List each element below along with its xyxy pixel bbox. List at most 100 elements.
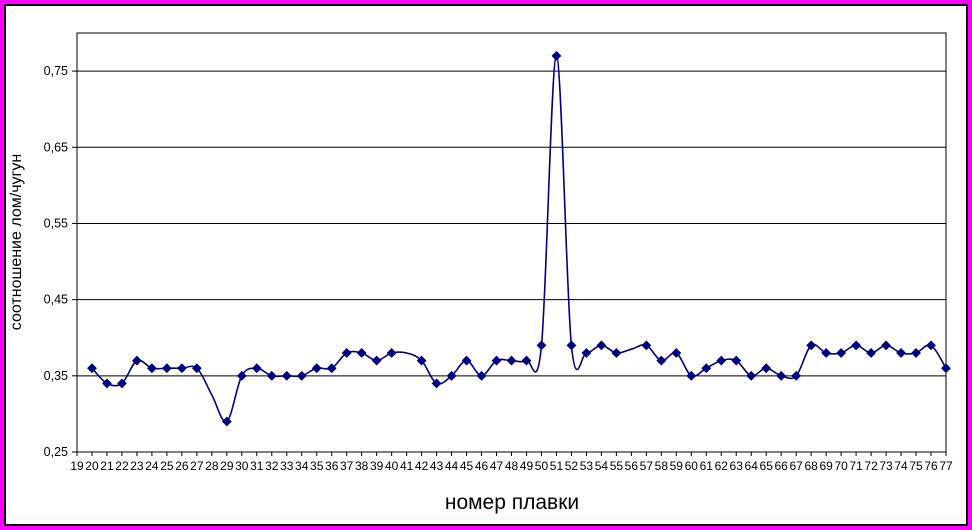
data-point-marker [731,355,742,366]
x-tick-label: 67 [789,459,803,473]
data-point-marker [806,340,817,351]
data-point-marker [102,378,112,389]
data-point-marker [132,355,142,366]
data-point-marker [686,370,697,381]
y-tick-label: 0,35 [44,369,68,383]
data-point-marker [761,363,772,374]
data-point-marker [431,378,442,389]
data-point-marker [296,370,307,381]
data-point-marker [176,363,187,374]
x-tick-label: 19 [70,459,84,473]
x-tick-label: 57 [640,459,654,473]
x-tick-label: 44 [445,459,459,473]
x-tick-label: 60 [685,459,699,473]
data-point-marker [416,355,427,366]
data-point-marker [896,348,906,358]
data-point-marker [596,340,607,351]
y-tick-label: 0,55 [44,216,68,230]
x-tick-label: 41 [400,459,414,473]
data-point-marker [221,416,232,427]
data-point-marker [836,348,847,358]
x-tick-label: 76 [924,459,938,473]
data-point-marker [147,363,157,374]
data-point-marker [881,340,891,351]
x-tick-label: 61 [700,459,714,473]
x-tick-label: 28 [205,459,219,473]
data-point-marker [926,340,936,351]
x-tick-label: 74 [894,459,908,473]
data-point-marker [236,370,247,381]
x-tick-label: 21 [100,459,114,473]
x-tick-label: 54 [595,459,609,473]
data-point-marker [641,340,652,351]
data-point-marker [791,370,802,381]
x-tick-label: 70 [834,459,848,473]
x-tick-label: 59 [670,459,684,473]
data-point-marker [551,50,562,61]
x-tick-label: 27 [190,459,204,473]
data-point-marker [716,355,727,366]
data-point-marker [581,348,592,358]
y-axis-title: соотношение лом/чугун [8,154,25,330]
data-point-marker [476,370,487,381]
data-point-marker [461,355,472,366]
data-point-marker [821,348,832,358]
y-tick-label: 0,75 [44,64,68,78]
x-tick-label: 65 [760,459,774,473]
x-tick-label: 66 [775,459,789,473]
data-point-marker [266,370,277,381]
axes [72,32,947,456]
x-tick-label: 51 [550,459,564,473]
data-point-marker [446,370,457,381]
x-tick-label: 50 [535,459,549,473]
data-point-marker [251,363,262,374]
x-tick-label: 64 [745,459,759,473]
data-point-marker [746,370,757,381]
x-tick-label: 68 [804,459,818,473]
y-tick-label: 0,65 [44,140,68,154]
data-point-marker [491,355,502,366]
x-tick-label: 26 [175,459,189,473]
gridlines [77,70,946,377]
data-point-marker [911,348,921,358]
x-tick-label: 58 [655,459,669,473]
x-tick-label: 71 [849,459,863,473]
x-tick-label: 23 [130,459,144,473]
x-tick-label: 45 [460,459,474,473]
x-tick-label: 43 [430,459,444,473]
x-tick-label: 31 [250,459,264,473]
data-point-marker [506,355,517,366]
x-tick-label: 33 [280,459,294,473]
data-point-marker [371,355,382,366]
data-point-marker [161,363,172,374]
data-point-marker [611,348,622,358]
data-point-marker [566,340,577,351]
x-tick-label: 40 [385,459,399,473]
data-point-marker [281,370,292,381]
x-tick-label: 24 [145,459,159,473]
x-tick-label: 77 [939,459,953,473]
x-tick-label: 69 [819,459,833,473]
data-point-marker [311,363,322,374]
data-point-marker [117,378,127,389]
x-tick-label: 29 [220,459,234,473]
x-tick-label: 49 [520,459,534,473]
data-point-marker [87,363,97,374]
data-point-marker [191,363,202,374]
data-point-marker [851,340,862,351]
data-point-marker [386,348,397,358]
data-series [87,50,951,427]
data-point-marker [356,348,367,358]
data-point-marker [656,355,667,366]
tick-labels: 0,25 0,35 0,45 0,55 0,65 0,75 19 20 21 22 23 24 25 26… [44,64,953,473]
x-tick-label: 20 [85,459,99,473]
data-point-marker [701,363,712,374]
x-tick-label: 39 [370,459,384,473]
series-line [91,55,947,423]
x-tick-label: 75 [909,459,923,473]
y-tick-label: 0,45 [44,293,68,307]
x-tick-label: 62 [715,459,729,473]
x-tick-label: 36 [325,459,339,473]
x-tick-label: 37 [340,459,354,473]
x-tick-label: 34 [295,459,309,473]
